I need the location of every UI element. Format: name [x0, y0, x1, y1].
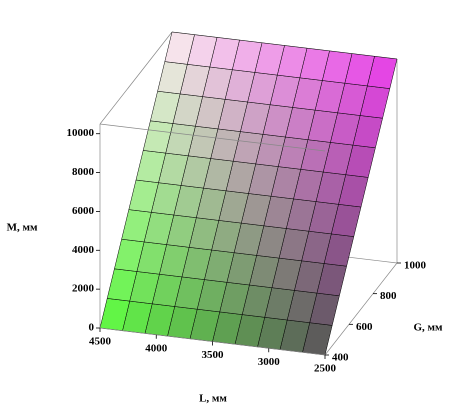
box-edge — [99, 31, 173, 125]
x-tick-label: 2500 — [314, 363, 337, 375]
x-axis-label: L, мм — [199, 393, 227, 405]
z-tick-label: 0 — [89, 322, 95, 334]
box-edge — [324, 262, 398, 356]
x-tick-label: 3000 — [258, 356, 281, 368]
x-tick-label: 4000 — [145, 342, 168, 354]
y-tick-label: 800 — [380, 290, 397, 302]
x-tick-label: 4500 — [89, 336, 112, 348]
x-tick-label: 3500 — [202, 349, 225, 361]
y-tick-label: 1000 — [404, 260, 427, 272]
z-tick-label: 6000 — [72, 205, 95, 217]
z-tick-label: 4000 — [72, 244, 95, 256]
z-axis-label: M, мм — [7, 222, 38, 234]
z-tick-label: 8000 — [72, 166, 95, 178]
y-tick-label: 400 — [332, 352, 349, 364]
z-tick-label: 10000 — [67, 127, 95, 139]
y-tick-label: 600 — [356, 321, 373, 333]
box-edge — [99, 123, 326, 152]
y-axis-label: G, мм — [413, 322, 443, 334]
surface-cell — [164, 31, 195, 65]
z-tick-label: 2000 — [72, 283, 95, 295]
